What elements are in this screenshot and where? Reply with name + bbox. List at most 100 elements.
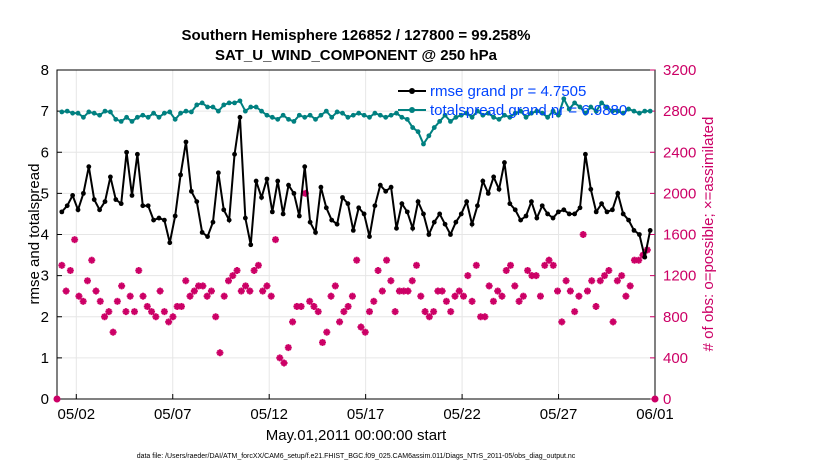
totalspread-point — [345, 114, 351, 120]
totalspread-point — [566, 106, 572, 112]
rmse-point — [129, 193, 135, 198]
obs-assimilated-marker — [122, 308, 130, 316]
totalspread-point — [253, 104, 259, 110]
totalspread-point — [550, 108, 556, 114]
obs-assimilated-marker — [579, 231, 587, 238]
obs-assimilated-marker — [387, 277, 395, 285]
rmse-point — [134, 151, 140, 157]
totalspread-point — [334, 109, 340, 115]
rmse-point — [485, 190, 491, 196]
totalspread-point — [248, 104, 254, 110]
obs-assimilated-marker — [485, 282, 493, 290]
totalspread-point — [518, 108, 524, 114]
totalspread-point — [502, 112, 507, 118]
obs-assimilated-marker — [455, 287, 463, 295]
obs-assimilated-marker — [430, 308, 438, 316]
obs-assimilated-marker — [361, 328, 369, 336]
rmse-point — [609, 207, 615, 213]
rmse-point — [566, 211, 572, 217]
rmse-point — [64, 203, 70, 209]
obs-assimilated-marker — [109, 328, 117, 336]
obs-assimilated-marker — [276, 354, 284, 362]
rmse-point — [636, 232, 642, 237]
obs-assimilated-marker — [421, 308, 429, 316]
rmse-point — [70, 193, 76, 198]
totalspread-point — [221, 102, 227, 108]
totalspread-point — [97, 112, 103, 118]
rmse-point — [221, 207, 227, 213]
rmse-point — [313, 230, 318, 235]
totalspread-point — [372, 110, 378, 116]
chart-title-line2: SAT_U_WIND_COMPONENT @ 250 hPa — [215, 47, 498, 64]
obs-assimilated-marker — [177, 302, 185, 310]
totalspread-point — [302, 114, 308, 120]
obs-assimilated-marker — [126, 292, 134, 300]
y-right-tick-label: 2400 — [663, 144, 696, 161]
x-tick-label: 05/02 — [58, 406, 96, 423]
y-right-axis-label: # of obs: o=possible; ×=assimilated — [700, 117, 717, 352]
rmse-point — [269, 209, 275, 215]
rmse-point — [410, 225, 416, 231]
totalspread-point — [399, 114, 405, 120]
rmse-point — [194, 199, 200, 205]
grid-lines — [57, 70, 655, 399]
rmse-point — [334, 221, 340, 227]
rmse-point — [199, 230, 205, 235]
obs-assimilated-marker — [596, 277, 604, 285]
totalspread-point — [145, 114, 151, 120]
rmse-point — [545, 211, 551, 217]
obs-assimilated-marker — [519, 292, 527, 300]
obs-assimilated-marker — [609, 318, 617, 326]
rmse-point — [507, 201, 513, 207]
rmse-point — [145, 203, 151, 209]
y-axis-ticks: 0 1 2 3 4 5 6 7 8 — [41, 62, 62, 408]
totalspread-point — [545, 114, 551, 120]
y-tick-label: 6 — [41, 144, 49, 161]
rmse-point — [475, 203, 480, 209]
rmse-point — [642, 254, 648, 260]
rmse-point — [464, 199, 470, 205]
totalspread-point — [415, 129, 421, 135]
totalspread-point — [572, 100, 578, 106]
totalspread-point — [604, 104, 610, 110]
obs-assimilated-marker — [83, 277, 91, 285]
obs-assimilated-marker — [113, 297, 121, 305]
totalspread-point — [475, 108, 480, 114]
y-right-tick-label: 1600 — [663, 227, 696, 244]
obs-assimilated-marker — [408, 277, 416, 285]
obs-assimilated-marker — [588, 277, 596, 285]
totalspread-point — [469, 114, 475, 120]
legend-rmse-marker — [409, 88, 415, 94]
totalspread-point — [442, 112, 448, 118]
rmse-point — [118, 201, 124, 207]
totalspread-point — [485, 110, 491, 116]
rmse-point — [561, 207, 567, 213]
rmse-point — [215, 170, 221, 176]
obs-possible-marker — [651, 395, 659, 403]
obs-assimilated-marker — [152, 313, 160, 321]
obs-assimilated-marker — [118, 282, 126, 290]
obs-assimilated-marker — [237, 287, 245, 295]
obs-assimilated-marker — [515, 297, 523, 305]
rmse-point — [259, 195, 264, 200]
obs-assimilated-marker — [165, 318, 173, 326]
rmse-point — [102, 199, 108, 205]
legend-spread-label: totalspread grand pr = 6.9880 — [430, 102, 627, 119]
rmse-point — [205, 234, 210, 239]
totalspread-point — [129, 119, 135, 124]
rmse-point — [91, 197, 97, 202]
y-right-tick-label: 400 — [663, 350, 688, 367]
obs-assimilated-marker — [207, 287, 215, 295]
totalspread-point — [118, 119, 124, 124]
totalspread-point — [367, 114, 372, 120]
totalspread-point — [151, 110, 156, 116]
obs-assimilated-marker — [626, 282, 634, 290]
obs-assimilated-marker — [280, 359, 288, 367]
rmse-point — [529, 199, 534, 205]
obs-assimilated-marker — [160, 308, 168, 316]
totalspread-point — [102, 108, 108, 114]
totalspread-point — [377, 112, 383, 118]
series-layer — [53, 96, 659, 403]
obs-assimilated-marker — [447, 308, 455, 316]
rmse-point — [491, 174, 497, 180]
